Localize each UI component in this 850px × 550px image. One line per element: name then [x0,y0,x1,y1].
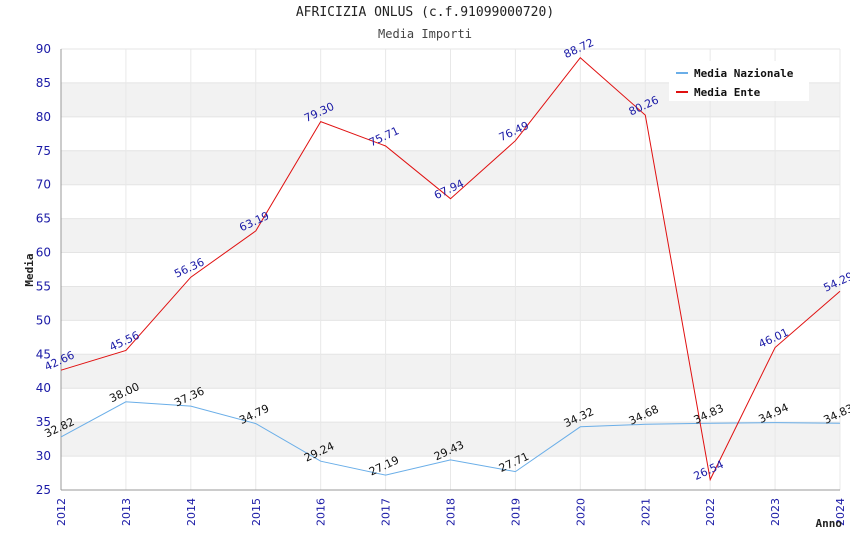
x-tick-label: 2017 [380,498,393,526]
x-tick-label: 2018 [445,498,458,526]
x-tick-label: 2015 [250,498,263,526]
y-tick-label: 45 [36,347,51,361]
x-tick-label: 2024 [834,498,847,526]
y-tick-labels: 25 30 35 40 45 50 55 60 65 70 75 80 85 90 [36,42,51,497]
y-tick-label: 75 [36,144,51,158]
y-tick-label: 80 [36,110,51,124]
series-lines [60,56,841,482]
series-line [60,56,841,482]
x-tick-label: 2023 [769,498,782,526]
y-tick-label: 25 [36,483,51,497]
legend-box [669,61,809,101]
legend-label: Media Ente [694,86,761,99]
x-tick-label: 2013 [120,498,133,526]
x-tick-label: 2020 [574,498,587,526]
x-tick-label: 2014 [185,498,198,526]
legend: Media Nazionale Media Ente [669,61,809,101]
axes [60,49,840,491]
x-tick-label: 2016 [315,498,328,526]
y-tick-label: 50 [36,313,51,327]
x-tick-label: 2012 [55,498,68,526]
y-tick-label: 90 [36,42,51,56]
y-axis-label: Media [23,253,36,286]
x-tick-label: 2019 [509,498,522,526]
y-tick-label: 60 [36,246,51,260]
y-tick-label: 85 [36,76,51,90]
y-tick-label: 40 [36,381,51,395]
x-tick-labels: 2012 2013 2014 2015 2016 2017 2018 2019 2020 2021… [55,498,847,526]
y-tick-label: 30 [36,449,51,463]
y-tick-label: 65 [36,212,51,226]
x-tick-label: 2022 [704,498,717,526]
chart-subtitle: Media Importi [378,27,472,41]
series-line [60,401,841,476]
y-tick-label: 55 [36,279,51,293]
x-axis-label: Anno [816,517,843,530]
chart-title: AFRICIZIA ONLUS (c.f.91099000720) [295,5,555,20]
x-tick-label: 2021 [639,498,652,526]
legend-label: Media Nazionale [694,67,794,80]
y-tick-label: 70 [36,178,51,192]
y-tick-label: 35 [36,415,51,429]
